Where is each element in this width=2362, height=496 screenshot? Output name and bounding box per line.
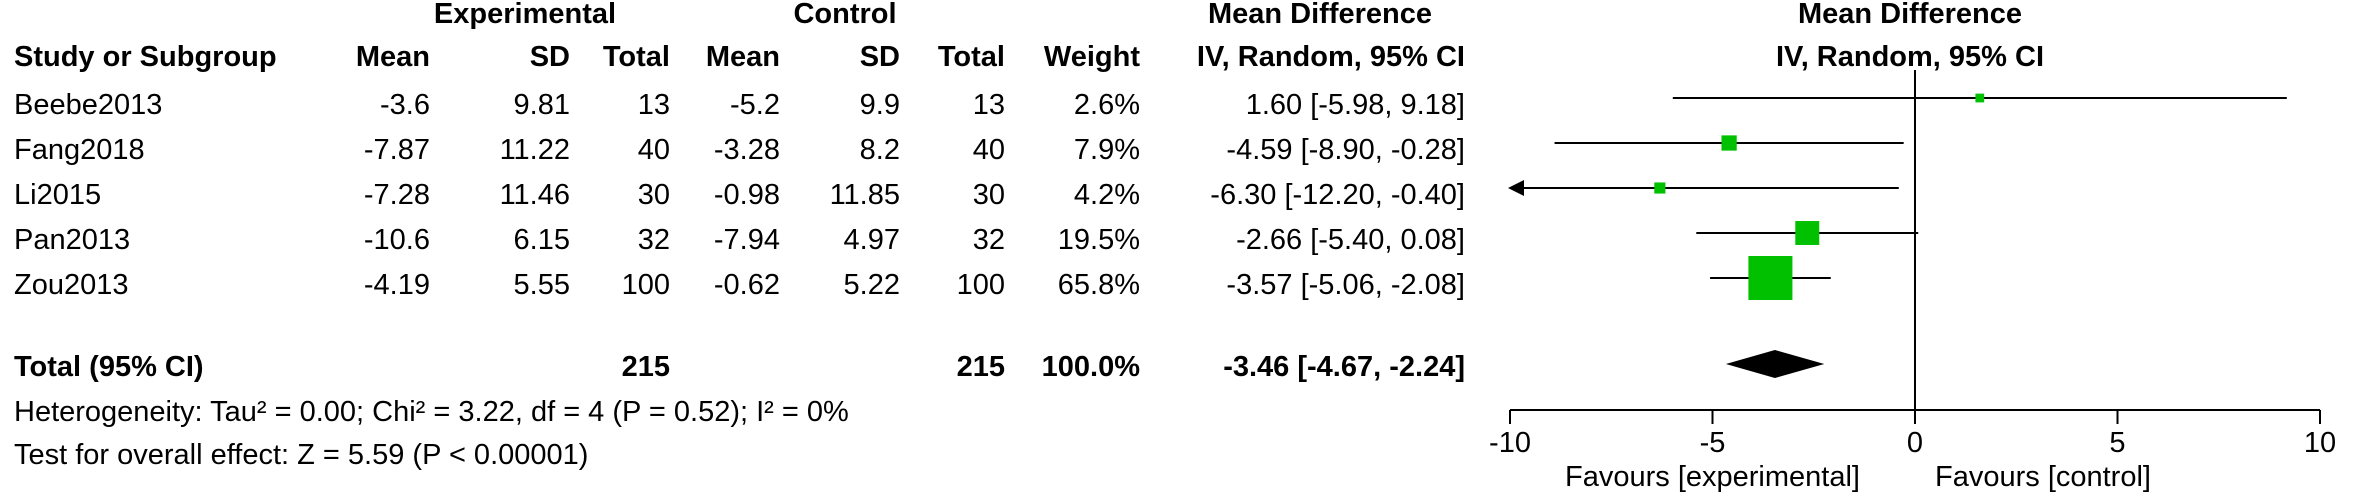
study-name: Fang2018 (14, 134, 145, 166)
point-estimate-marker (1654, 182, 1666, 194)
ctl-total: 100 (956, 269, 1005, 301)
weight: 2.6% (1073, 89, 1140, 121)
ctl-mean: -3.28 (713, 134, 780, 166)
header-ctl-total: Total (937, 41, 1005, 73)
header-exp-sd: SD (529, 41, 570, 73)
ci-text: -3.57 [-5.06, -2.08] (1226, 269, 1465, 301)
exp-sd: 9.81 (513, 89, 570, 121)
exp-mean: -4.19 (363, 269, 430, 301)
favours-experimental-label: Favours [experimental] (1565, 461, 1860, 493)
header-experimental: Experimental (433, 0, 617, 30)
point-estimate-marker (1795, 221, 1820, 245)
heterogeneity-text: Heterogeneity: Tau² = 0.00; Chi² = 3.22,… (14, 396, 849, 428)
ci-text: -6.30 [-12.20, -0.40] (1210, 179, 1465, 211)
exp-total: 40 (637, 134, 670, 166)
header-mean-difference-left: Mean Difference (1207, 0, 1432, 30)
header-exp-mean: Mean (355, 41, 430, 73)
weight: 4.2% (1073, 179, 1140, 211)
exp-total: 13 (637, 89, 670, 121)
header-control: Control (793, 0, 897, 30)
point-estimate-marker (1721, 135, 1737, 151)
exp-sd: 11.22 (499, 134, 570, 166)
ctl-total: 30 (972, 179, 1005, 211)
x-tick-label: 10 (2304, 427, 2336, 459)
ctl-total: 40 (972, 134, 1005, 166)
header-ctl-sd: SD (859, 41, 900, 73)
exp-sd: 11.46 (499, 179, 570, 211)
ci-text: -2.66 [-5.40, 0.08] (1236, 224, 1465, 256)
study-name: Beebe2013 (14, 89, 163, 121)
x-tick-label: -5 (1700, 427, 1726, 459)
ctl-sd: 9.9 (859, 89, 900, 121)
exp-total: 32 (637, 224, 670, 256)
header-study: Study or Subgroup (14, 41, 277, 73)
ci-arrow-left (1508, 180, 1524, 196)
header-exp-total: Total (602, 41, 670, 73)
ctl-mean: -7.94 (713, 224, 780, 256)
exp-sd: 5.55 (513, 269, 570, 301)
exp-mean: -3.6 (380, 89, 430, 121)
ctl-mean: -0.98 (713, 179, 780, 211)
exp-sd: 6.15 (513, 224, 570, 256)
point-estimate-marker (1748, 256, 1793, 300)
exp-total: 30 (637, 179, 670, 211)
exp-mean: -10.6 (363, 224, 430, 256)
study-name: Li2015 (14, 179, 102, 211)
pooled-diamond (1725, 350, 1825, 378)
total-ctl-total: 215 (956, 351, 1005, 383)
study-name: Pan2013 (14, 224, 131, 256)
weight: 65.8% (1057, 269, 1140, 301)
ctl-total: 13 (972, 89, 1005, 121)
header-method-right: IV, Random, 95% CI (1775, 41, 2045, 73)
x-tick-label: -10 (1489, 427, 1531, 459)
total-ci-text: -3.46 [-4.67, -2.24] (1223, 351, 1465, 383)
header-ctl-mean: Mean (705, 41, 780, 73)
ctl-total: 32 (972, 224, 1005, 256)
study-name: Zou2013 (14, 269, 129, 301)
total-weight: 100.0% (1041, 351, 1140, 383)
ctl-mean: -0.62 (713, 269, 780, 301)
favours-control-label: Favours [control] (1935, 461, 2151, 493)
header-weight: Weight (1043, 41, 1140, 73)
exp-mean: -7.87 (363, 134, 430, 166)
header-method-left: IV, Random, 95% CI (1196, 41, 1465, 73)
exp-mean: -7.28 (363, 179, 430, 211)
weight: 7.9% (1073, 134, 1140, 166)
header-mean-difference-right: Mean Difference (1797, 0, 2022, 30)
total-label: Total (95% CI) (14, 351, 204, 383)
ctl-sd: 8.2 (859, 134, 900, 166)
ci-text: 1.60 [-5.98, 9.18] (1245, 89, 1465, 121)
ctl-sd: 4.97 (843, 224, 900, 256)
exp-total: 100 (621, 269, 670, 301)
overall-effect-text: Test for overall effect: Z = 5.59 (P < 0… (14, 439, 589, 471)
ci-text: -4.59 [-8.90, -0.28] (1226, 134, 1465, 166)
weight: 19.5% (1057, 224, 1140, 256)
ctl-sd: 11.85 (829, 179, 900, 211)
x-tick-label: 0 (1907, 427, 1923, 459)
ctl-sd: 5.22 (843, 269, 900, 301)
x-tick-label: 5 (2109, 427, 2125, 459)
point-estimate-marker (1975, 93, 1985, 103)
ctl-mean: -5.2 (730, 89, 780, 121)
total-exp-total: 215 (621, 351, 670, 383)
